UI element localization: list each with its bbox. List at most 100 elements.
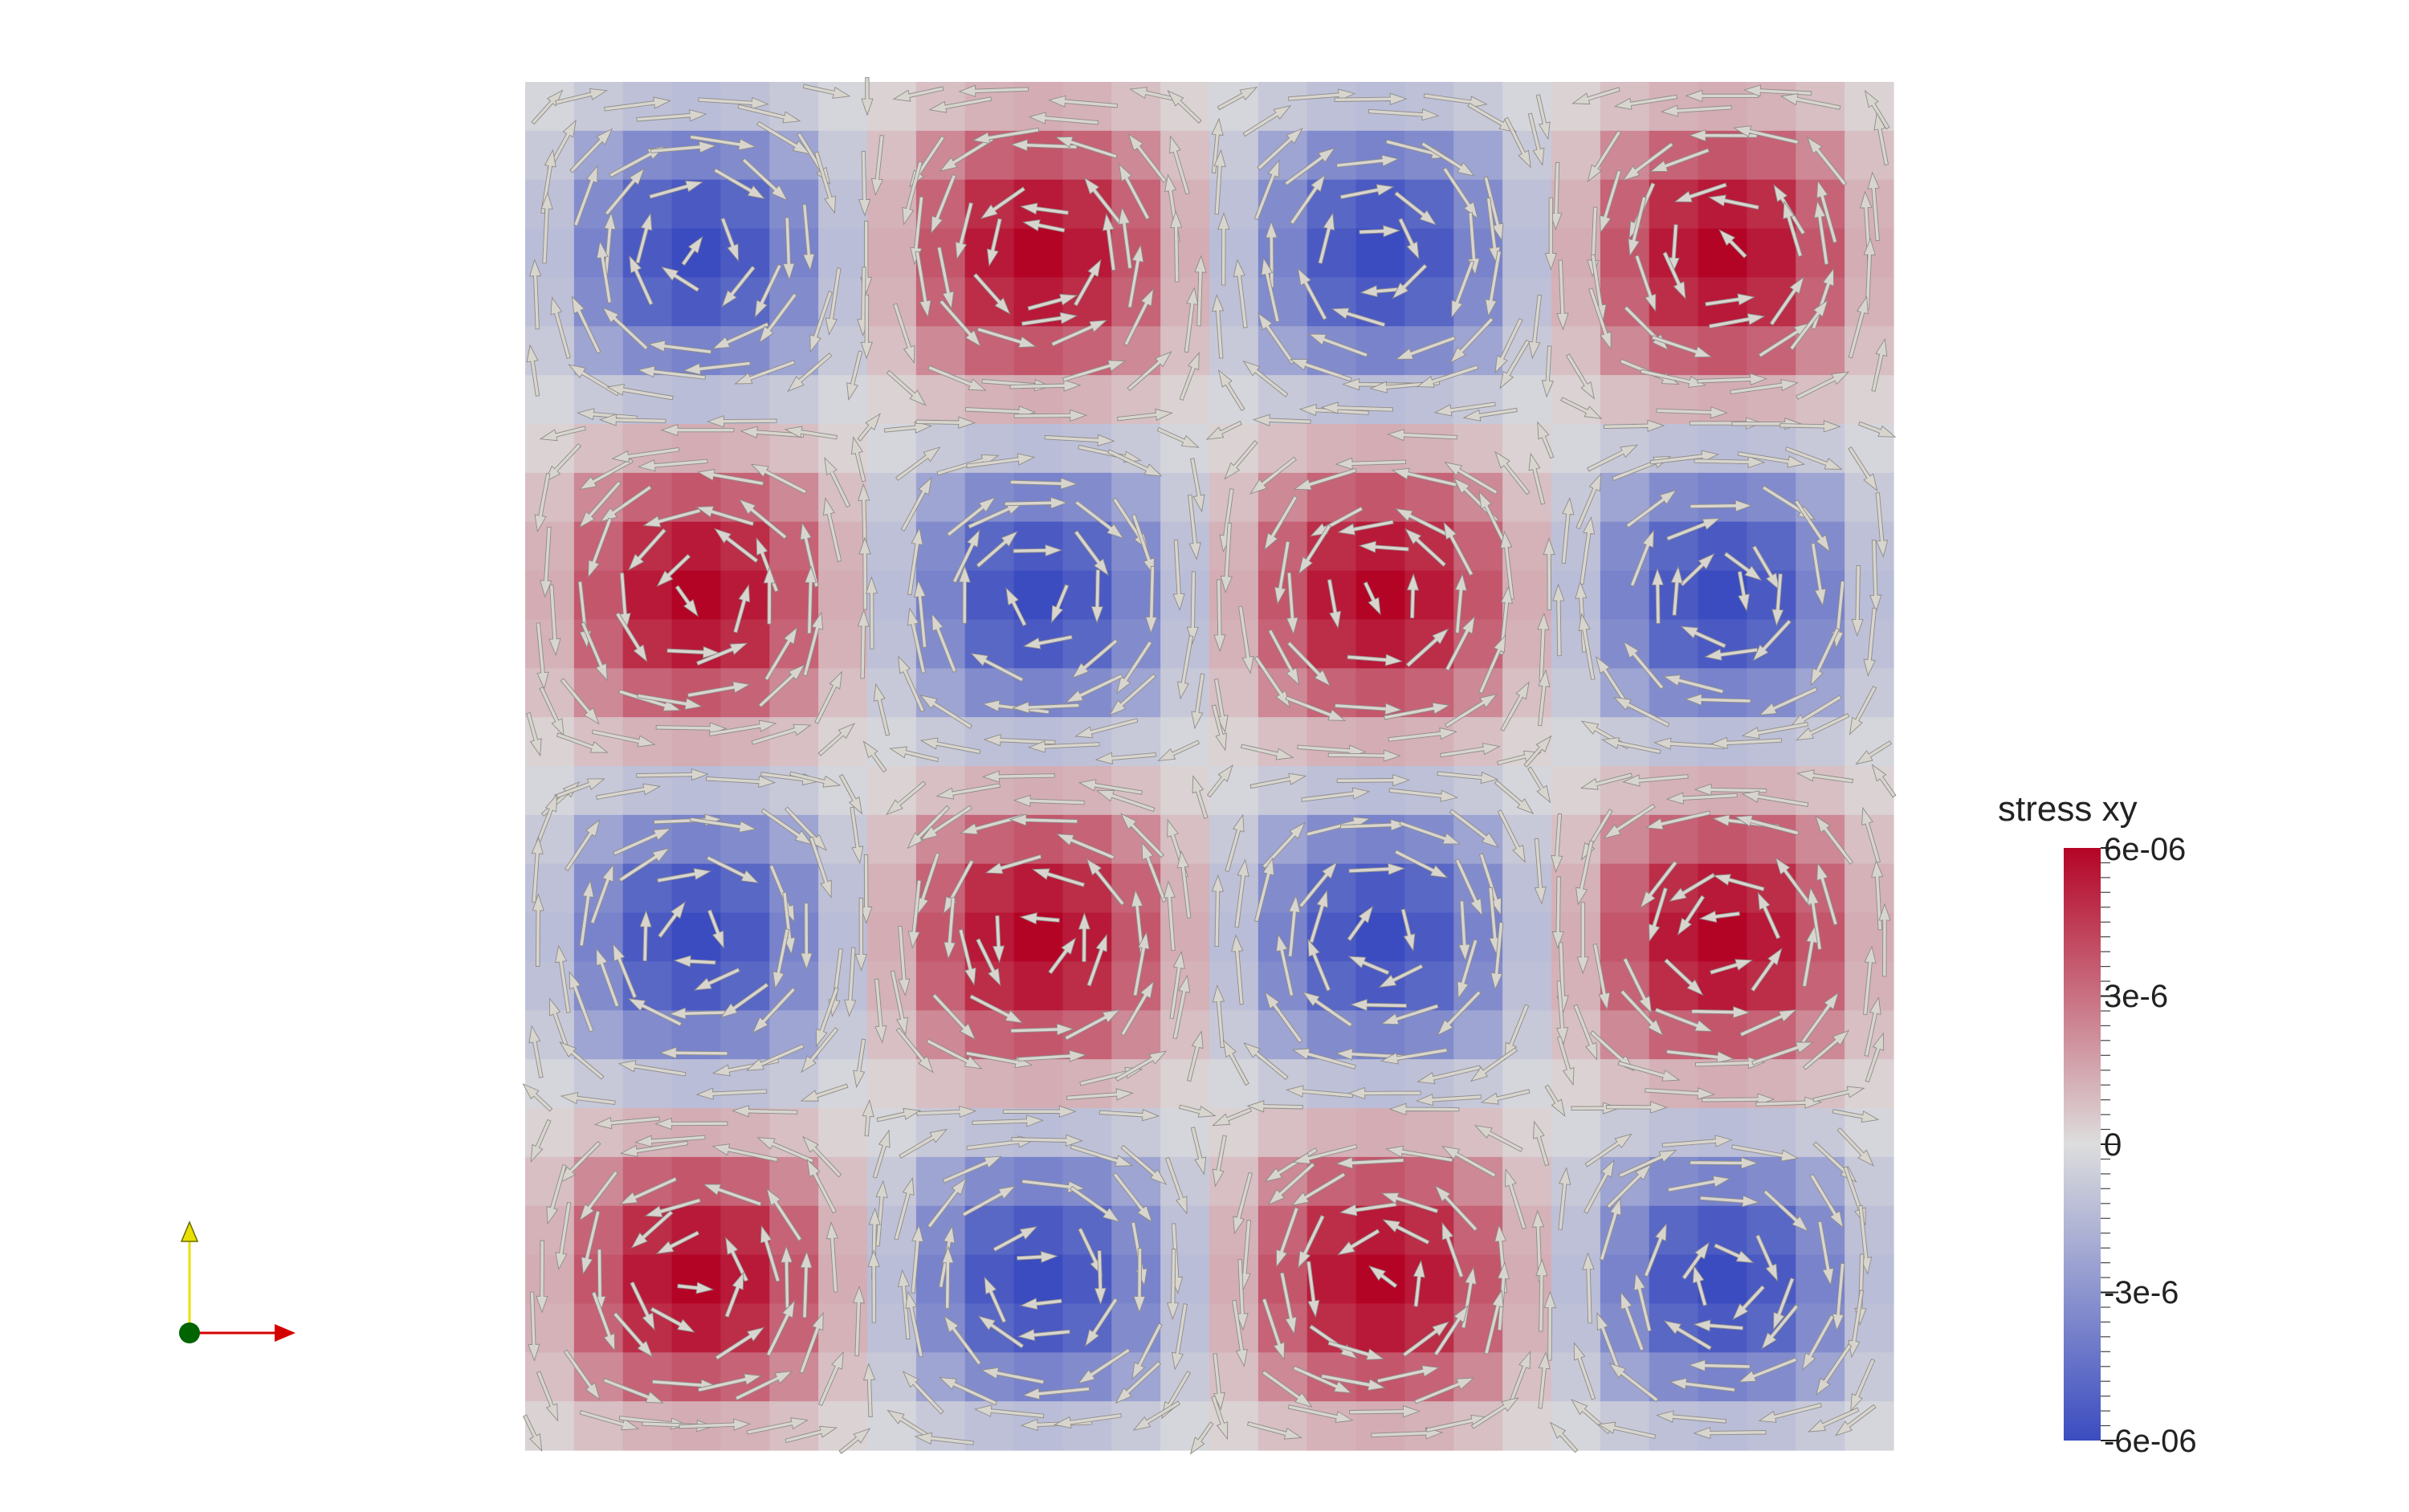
y-axis-arrow-icon <box>180 1221 199 1242</box>
heatmap-cell <box>1844 766 1894 816</box>
vector-arrow <box>1083 177 1123 225</box>
heatmap-cell <box>1111 912 1161 963</box>
heatmap-cell <box>1013 228 1064 279</box>
heatmap-cell <box>1649 1108 1699 1158</box>
vector-arrow <box>764 626 798 681</box>
vector-arrow <box>1484 1289 1504 1355</box>
vector-arrow <box>1292 1143 1358 1164</box>
vector-arrow <box>560 678 600 725</box>
vector-arrow <box>1470 1397 1519 1429</box>
vector-arrow <box>1190 458 1205 513</box>
vector-arrow <box>1437 771 1499 785</box>
vector-arrow <box>528 1291 540 1362</box>
vector-arrow <box>655 1230 700 1254</box>
vector-arrow <box>634 1135 706 1147</box>
heatmap-cell <box>818 570 868 621</box>
vector-arrow <box>1264 495 1298 551</box>
vector-arrow <box>1622 957 1653 1014</box>
vector-arrow <box>1623 641 1665 690</box>
vector-arrow <box>902 161 923 226</box>
vector-arrow <box>1644 1222 1667 1278</box>
vector-arrow <box>1505 1168 1527 1229</box>
vector-arrow <box>917 852 940 915</box>
vector-arrow <box>1871 859 1884 931</box>
vector-arrow <box>980 186 1026 219</box>
vector-arrow <box>1445 615 1476 671</box>
vector-arrow <box>1731 1144 1800 1162</box>
vector-arrow <box>1348 862 1406 875</box>
heatmap-cell <box>525 1059 575 1109</box>
vector-arrow <box>1339 184 1395 200</box>
vector-arrow <box>1164 1156 1188 1215</box>
heatmap-cell <box>1257 424 1308 474</box>
heatmap-cell <box>1111 1010 1161 1060</box>
vector-arrow <box>1730 379 1799 395</box>
vector-arrow <box>1212 293 1225 359</box>
vector-arrow <box>733 584 751 634</box>
heatmap-cell <box>867 570 917 621</box>
vector-arrow <box>1651 568 1664 624</box>
heatmap-cell <box>671 961 722 1011</box>
vector-arrow <box>1723 552 1763 581</box>
vector-arrow <box>1048 95 1118 108</box>
heatmap-cell <box>867 814 917 865</box>
heatmap-cell <box>818 961 868 1011</box>
vector-arrow <box>1062 360 1127 382</box>
vector-arrow <box>1497 1261 1510 1331</box>
vector-arrow <box>1027 293 1078 311</box>
vector-arrow <box>1757 891 1781 939</box>
vector-arrow <box>1708 194 1759 210</box>
vector-arrow <box>1335 457 1407 471</box>
vector-arrow <box>1739 1009 1797 1037</box>
heatmap-cell <box>1306 130 1357 181</box>
vector-arrow <box>1800 992 1839 1044</box>
vector-arrow <box>1582 1252 1595 1324</box>
heatmap-cell <box>915 472 966 523</box>
vector-arrow <box>1298 862 1338 908</box>
vector-arrow <box>1099 1109 1160 1122</box>
vector-arrow <box>806 1159 837 1214</box>
vector-arrow <box>789 771 842 788</box>
vector-arrow <box>1697 373 1768 385</box>
heatmap-cell <box>1062 619 1112 669</box>
heatmap-cell <box>1404 1303 1454 1353</box>
vector-arrow <box>1167 90 1202 124</box>
vector-arrow <box>1684 693 1751 706</box>
heatmap-cell <box>1600 130 1650 181</box>
vector-arrow <box>1301 787 1371 802</box>
vector-arrow <box>724 1271 744 1318</box>
orientation-axes-widget <box>179 1221 296 1343</box>
vector-arrow <box>1507 1351 1531 1407</box>
vector-arrow <box>1556 259 1569 331</box>
heatmap-cell <box>1698 1352 1748 1402</box>
vector-arrow <box>1669 872 1716 902</box>
vector-arrow <box>1812 1086 1865 1102</box>
vector-arrow <box>1118 163 1151 220</box>
vector-arrow <box>1065 673 1123 703</box>
vector-arrow <box>915 416 976 429</box>
vector-arrow <box>1761 1304 1800 1350</box>
vector-arrow <box>1504 116 1531 169</box>
vector-arrow <box>1019 912 1060 925</box>
vector-arrow <box>958 84 1029 97</box>
vector-arrow <box>1213 579 1226 653</box>
vector-arrow <box>875 1180 888 1247</box>
heatmap-cell <box>1111 1401 1161 1451</box>
vector-arrow <box>1665 1049 1735 1064</box>
heatmap-cell <box>1209 375 1259 425</box>
vector-arrow <box>650 1306 695 1333</box>
heatmap-cell <box>1551 1108 1601 1158</box>
heatmap-cell <box>818 326 868 376</box>
vector-arrow <box>745 1043 805 1071</box>
vector-arrow <box>1086 933 1107 987</box>
vector-arrow <box>1095 789 1156 813</box>
vector-arrow <box>611 446 680 463</box>
vector-arrow <box>693 968 740 991</box>
heatmap-cell <box>1600 1010 1650 1060</box>
vector-arrow <box>1400 908 1416 952</box>
vector-arrow <box>915 251 931 319</box>
heatmap-cell <box>1698 424 1748 474</box>
vector-arrow <box>809 291 833 353</box>
vector-arrow <box>772 928 790 990</box>
